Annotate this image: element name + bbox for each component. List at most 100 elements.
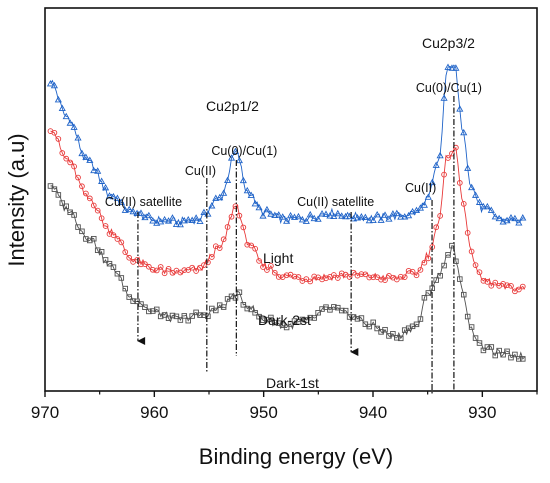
data-point — [117, 198, 125, 206]
data-point — [231, 147, 240, 154]
data-point — [181, 267, 188, 274]
data-point — [472, 335, 479, 341]
data-point — [468, 248, 475, 255]
data-point — [480, 277, 487, 284]
data-point — [361, 213, 369, 220]
data-point — [437, 273, 443, 279]
data-point — [109, 192, 118, 200]
data-point — [362, 271, 369, 278]
data-point — [425, 290, 432, 296]
data-point — [381, 211, 389, 218]
data-point — [500, 351, 506, 358]
data-point — [196, 217, 204, 225]
data-point — [146, 263, 152, 270]
data-point — [519, 283, 526, 290]
data-point — [256, 313, 262, 320]
data-point — [212, 194, 220, 201]
data-point — [440, 94, 448, 101]
annotation-cu2p1-2: Cu2p1/2 — [206, 98, 259, 114]
data-point — [327, 307, 333, 313]
data-point — [491, 213, 499, 220]
data-point — [437, 213, 443, 219]
data-point — [126, 254, 133, 261]
ref-label-cu0-cu1-2: Cu(0)/Cu(1) — [416, 81, 482, 95]
data-point — [378, 276, 384, 283]
data-point — [83, 236, 89, 242]
data-point — [487, 206, 495, 213]
data-point — [283, 272, 290, 279]
data-point — [421, 295, 428, 301]
data-point — [47, 183, 54, 189]
data-point — [125, 205, 133, 213]
data-point — [201, 312, 207, 318]
data-point — [433, 224, 440, 231]
data-point — [476, 340, 483, 346]
data-point — [275, 274, 282, 280]
x-tick-label: 970 — [31, 403, 59, 422]
data-point — [334, 209, 342, 217]
data-point — [228, 293, 235, 300]
data-point — [483, 202, 491, 210]
data-point — [508, 282, 514, 289]
data-point — [444, 63, 452, 70]
data-point — [468, 183, 476, 191]
data-point — [102, 183, 110, 191]
data-point — [488, 282, 495, 289]
data-point — [425, 255, 432, 262]
data-point — [515, 219, 523, 226]
x-tick-label: 960 — [140, 403, 168, 422]
data-point — [512, 351, 518, 358]
data-point — [70, 123, 78, 130]
data-point — [146, 308, 152, 315]
data-point — [177, 317, 184, 323]
data-point — [460, 200, 467, 207]
data-point — [256, 258, 262, 264]
data-point — [338, 270, 345, 277]
data-point — [142, 261, 148, 267]
data-point — [464, 164, 472, 171]
data-point — [114, 236, 121, 242]
data-point — [460, 128, 468, 136]
ref-label-cu0-cu1-1: Cu(0)/Cu(1) — [211, 144, 277, 158]
data-point — [370, 274, 377, 281]
series-light — [46, 63, 527, 228]
data-point — [331, 272, 337, 278]
data-point — [354, 316, 361, 322]
data-point — [302, 217, 310, 224]
data-point — [417, 267, 424, 273]
data-point — [153, 267, 160, 274]
data-point — [150, 308, 156, 314]
data-point — [106, 231, 113, 237]
data-point — [365, 216, 373, 224]
data-point — [50, 81, 58, 89]
data-point — [291, 318, 298, 324]
data-point — [401, 327, 408, 333]
x-tick-label: 950 — [249, 403, 277, 422]
data-point — [424, 193, 432, 200]
data-point — [397, 273, 404, 280]
data-point — [323, 275, 329, 282]
data-point — [335, 304, 341, 311]
data-point — [432, 161, 440, 168]
data-point — [87, 237, 93, 244]
data-point — [161, 215, 169, 223]
data-point — [157, 264, 164, 270]
data-point — [374, 274, 381, 281]
data-point — [472, 262, 479, 268]
x-axis-label: Binding energy (eV) — [199, 444, 393, 469]
data-point — [319, 276, 325, 283]
data-point — [349, 214, 358, 222]
data-point — [169, 312, 176, 319]
data-point — [208, 202, 216, 209]
data-point — [370, 319, 376, 326]
data-point — [436, 151, 444, 159]
data-point — [457, 276, 463, 282]
data-point — [373, 210, 381, 218]
data-point — [168, 214, 177, 221]
series-label-light: Light — [263, 250, 293, 266]
data-point — [357, 213, 365, 220]
data-point — [75, 174, 81, 181]
data-point — [46, 79, 55, 87]
data-point — [291, 273, 298, 280]
data-point — [315, 310, 321, 316]
